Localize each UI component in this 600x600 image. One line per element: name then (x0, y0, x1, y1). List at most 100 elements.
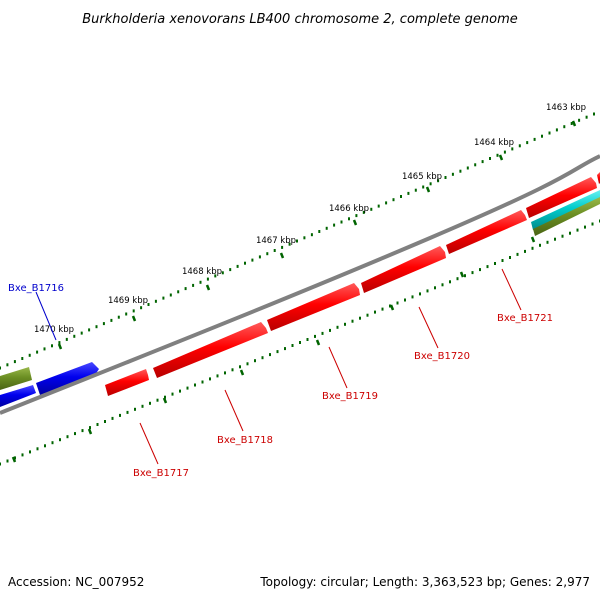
reverse-strand-genes (0, 190, 600, 407)
minor-tick-outer-21 (154, 299, 157, 303)
minor-tick-inner-54 (404, 298, 406, 302)
minor-tick-inner-48 (359, 316, 361, 320)
minor-tick-inner-73 (546, 240, 549, 244)
minor-tick-outer-33 (244, 261, 246, 265)
minor-tick-inner-60 (449, 280, 451, 284)
minor-tick-inner-18 (134, 407, 136, 411)
minor-tick-inner-25 (186, 386, 189, 390)
minor-tick-outer-47 (348, 217, 350, 221)
minor-tick-outer-45 (333, 223, 336, 227)
minor-tick-inner-52 (389, 304, 391, 308)
minor-tick-inner-57 (426, 289, 429, 293)
minor-tick-outer-54 (400, 195, 402, 198)
minor-tick-inner-40 (299, 341, 301, 344)
minor-tick-inner-42 (314, 334, 316, 338)
minor-tick-outer-28 (206, 277, 209, 281)
minor-tick-inner-17 (126, 410, 129, 414)
gene-label-bxe-b1717[interactable]: Bxe_B1717 (133, 468, 189, 479)
minor-tick-inner-46 (344, 322, 346, 326)
gene-arrow-edge-forward[interactable] (597, 172, 600, 184)
minor-tick-outer-63 (466, 166, 469, 170)
gene-label-bxe-b1716[interactable]: Bxe_B1716 (8, 283, 64, 294)
minor-tick-outer-68 (503, 150, 506, 154)
minor-tick-outer-11 (80, 331, 83, 335)
minor-tick-outer-22 (162, 296, 165, 300)
genome-summary-text: Topology: circular; Length: 3,363,523 bp… (259, 575, 590, 589)
minor-tick-outer-51 (377, 204, 380, 208)
minor-tick-outer-62 (459, 169, 462, 173)
minor-tick-inner-61 (456, 277, 459, 281)
minor-tick-inner-36 (269, 353, 271, 357)
minor-tick-outer-4 (28, 353, 31, 357)
gene-arrow-bxe-b1718[interactable] (153, 322, 268, 378)
minor-tick-outer-9 (65, 337, 68, 341)
tick-label-1465: 1465 kbp (402, 172, 442, 182)
minor-tick-outer-23 (169, 293, 172, 297)
gene-arrow-left-reverse[interactable] (0, 385, 36, 407)
gene-label-bxe-b1719[interactable]: Bxe_B1719 (322, 391, 378, 402)
gene-label-bxe-b1721[interactable]: Bxe_B1721 (497, 313, 553, 324)
minor-tick-outer-25 (184, 287, 187, 291)
feature-olive-right[interactable] (533, 197, 600, 236)
minor-tick-inner-47 (351, 319, 354, 323)
gene-arrow-bxe-b1719[interactable] (267, 283, 360, 331)
minor-tick-outer-8 (58, 341, 61, 345)
minor-tick-inner-35 (261, 356, 264, 360)
inner-major-tick-1 (530, 236, 536, 243)
minor-tick-inner-59 (441, 283, 444, 287)
minor-tick-outer-50 (370, 207, 373, 211)
feature-cyan-right[interactable] (531, 190, 600, 230)
genome-backbone (0, 154, 600, 415)
minor-tick-outer-70 (518, 144, 521, 148)
minor-tick-inner-10 (74, 432, 76, 436)
minor-tick-inner-37 (276, 350, 279, 354)
minor-tick-outer-75 (555, 128, 558, 132)
minor-tick-outer-15 (110, 318, 113, 322)
minor-tick-outer-64 (474, 163, 477, 167)
leader-bxe-b1718 (224, 389, 244, 432)
gene-arrow-bxe-b1721[interactable] (446, 210, 527, 254)
gene-arrow-bxe-b1716[interactable] (36, 362, 99, 395)
minor-tick-outer-35 (258, 255, 261, 259)
minor-tick-outer-40 (296, 239, 298, 243)
minor-tick-outer-27 (199, 280, 202, 284)
gene-arrow-bxe-b1717[interactable] (105, 369, 149, 396)
minor-tick-outer-48 (355, 214, 358, 218)
minor-tick-outer-79 (585, 115, 588, 119)
minor-tick-outer-59 (437, 179, 440, 183)
major-tick-1469 (131, 315, 137, 322)
minor-tick-outer-14 (102, 322, 105, 326)
minor-tick-inner-1 (6, 459, 9, 463)
minor-tick-inner-66 (494, 262, 496, 265)
gene-arrow-bxe-b1720[interactable] (361, 246, 446, 293)
tick-label-1464: 1464 kbp (474, 138, 514, 148)
minor-tick-outer-55 (407, 191, 410, 195)
minor-tick-inner-67 (501, 259, 504, 262)
tick-dots-outer (0, 112, 595, 370)
minor-tick-inner-58 (434, 286, 436, 290)
gene-arrow-next-forward[interactable] (526, 177, 597, 218)
minor-tick-outer-43 (318, 230, 321, 233)
minor-tick-inner-71 (531, 246, 534, 250)
minor-tick-inner-56 (419, 292, 421, 296)
minor-tick-outer-73 (541, 134, 543, 138)
inner-tick-ring (0, 219, 600, 466)
minor-tick-inner-21 (156, 398, 159, 402)
gene-label-bxe-b1720[interactable]: Bxe_B1720 (414, 351, 470, 362)
minor-tick-outer-44 (325, 226, 328, 230)
minor-tick-inner-9 (66, 435, 69, 439)
gene-labels: Bxe_B1716 Bxe_B1717 Bxe_B1718 Bxe_B1719 … (8, 283, 553, 479)
inner-major-tick-5 (239, 369, 245, 376)
minor-tick-outer-80 (593, 112, 595, 116)
minor-tick-inner-45 (336, 325, 339, 329)
minor-tick-inner-19 (141, 404, 144, 408)
inner-major-tick-3 (389, 304, 395, 311)
major-tick-1465 (425, 186, 431, 193)
tick-label-1470: 1470 kbp (34, 325, 74, 335)
feature-olive-left[interactable] (0, 367, 32, 390)
gene-label-bxe-b1718[interactable]: Bxe_B1718 (217, 435, 273, 446)
minor-tick-outer-39 (288, 242, 291, 246)
minor-tick-inner-70 (524, 249, 526, 253)
minor-tick-inner-39 (291, 344, 294, 347)
minor-tick-outer-65 (481, 160, 484, 164)
